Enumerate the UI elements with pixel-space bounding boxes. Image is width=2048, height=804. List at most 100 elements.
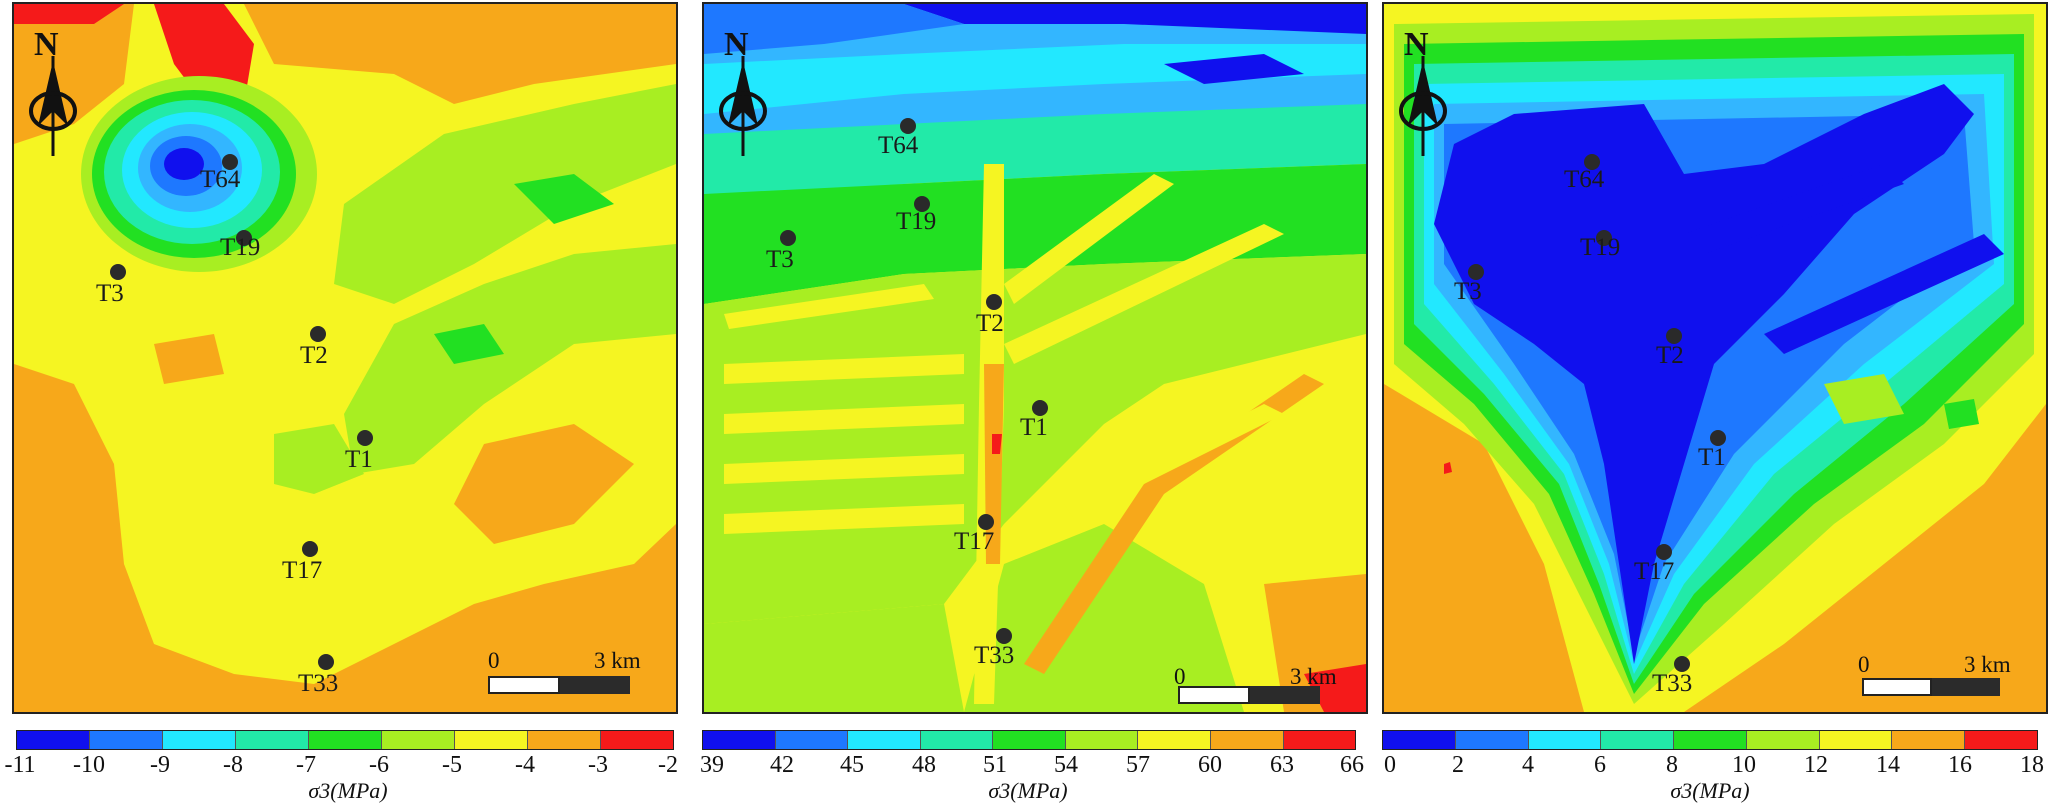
well-dot [1674, 656, 1690, 672]
well-dot [780, 230, 796, 246]
colorbar-tick: 57 [1126, 752, 1150, 778]
well-dot [978, 514, 994, 530]
colorbar-tick: -11 [4, 752, 36, 778]
well-label: T33 [974, 642, 1015, 669]
colorbar-tick: 66 [1340, 752, 1364, 778]
colorbar-tick: 39 [700, 752, 724, 778]
colorbar-tick: 16 [1948, 752, 1972, 778]
well-dot [310, 326, 326, 342]
colorbar-class [1601, 731, 1675, 749]
colorbar-tick: 63 [1270, 752, 1294, 778]
colorbar-class [1455, 731, 1529, 749]
well-dot [357, 430, 373, 446]
colorbar-class [1965, 731, 2038, 749]
colorbar-tick: 4 [1522, 752, 1534, 778]
colorbar-class [1138, 731, 1211, 749]
scale-end-label: 3 km [1964, 652, 2011, 677]
colorbar-class [309, 731, 382, 749]
scale-end-label: 3 km [1290, 664, 1337, 689]
well-label: T3 [1454, 278, 1482, 305]
well-label: T64 [200, 166, 241, 193]
colorbar-class [1383, 731, 1456, 749]
colorbar-tick: 8 [1666, 752, 1678, 778]
colorbar-class [601, 731, 673, 749]
contour-map-2-graphic [704, 4, 1366, 712]
colorbar-title: σ3(MPa) [988, 778, 1068, 803]
well-label: T2 [300, 342, 328, 369]
well-dot [318, 654, 334, 670]
well-label: T2 [1656, 342, 1684, 369]
well-label: T2 [976, 310, 1004, 337]
colorbar-tick: -7 [296, 752, 316, 778]
colorbar-tick: 54 [1054, 752, 1078, 778]
scale-end-label: 3 km [594, 648, 641, 673]
scale-segment-black [560, 676, 630, 694]
colorbar-title: σ3(MPa) [1670, 778, 1750, 803]
contour-map-1-graphic [14, 4, 676, 712]
colorbar-strip [16, 730, 674, 750]
colorbar-class [993, 731, 1066, 749]
well-label: T33 [1652, 670, 1693, 697]
contour-map-3-graphic [1384, 4, 2046, 712]
scale-segment-white [1862, 678, 1932, 696]
well-label: T19 [220, 234, 261, 261]
well-dot [222, 154, 238, 170]
scale-zero-label: 0 [1858, 652, 1870, 677]
colorbar-class [455, 731, 528, 749]
well-label: T64 [878, 132, 919, 159]
well-dot [1710, 430, 1726, 446]
well-label: T33 [298, 670, 339, 697]
colorbar-tick: 14 [1876, 752, 1900, 778]
well-dot [1656, 544, 1672, 560]
well-label: T17 [282, 557, 323, 584]
colorbar-tick: -8 [223, 752, 243, 778]
scale-segment-white [488, 676, 560, 694]
colorbar-tick: 10 [1732, 752, 1756, 778]
colorbar-tick: -9 [150, 752, 170, 778]
colorbar-class [1283, 731, 1356, 749]
well-dot [1468, 264, 1484, 280]
colorbar-tick: -3 [588, 752, 608, 778]
colorbar-tick: 60 [1198, 752, 1222, 778]
well-label: T3 [96, 280, 124, 307]
well-label: T64 [1564, 166, 1605, 193]
contour-map-3: N T64 T19 T3 T2 T1 T [1382, 2, 2048, 714]
well-dot [1584, 154, 1600, 170]
well-label: T19 [1580, 234, 1621, 261]
colorbar-tick: 51 [983, 752, 1007, 778]
well-label: T1 [1020, 414, 1048, 441]
scale-segment-black [1932, 678, 2000, 696]
colorbar-tick: 6 [1594, 752, 1606, 778]
well-dot [1666, 328, 1682, 344]
colorbar-tick: 45 [840, 752, 864, 778]
colorbar-class [775, 731, 849, 749]
scale-zero-label: 0 [488, 648, 500, 673]
well-dot [1596, 230, 1612, 246]
well-dot [302, 541, 318, 557]
colorbar-class [1674, 731, 1747, 749]
colorbar-tick: -10 [73, 752, 105, 778]
well-dot [1032, 400, 1048, 416]
colorbar-class [1065, 731, 1139, 749]
well-label: T1 [345, 446, 373, 473]
well-dot [986, 294, 1002, 310]
north-arrow-icon [29, 56, 77, 156]
colorbar-strip [702, 730, 1356, 750]
colorbar-class [1210, 731, 1284, 749]
well-label: T19 [896, 208, 937, 235]
colorbar-tick: 42 [770, 752, 794, 778]
well-dot [900, 118, 916, 134]
colorbar-class [163, 731, 236, 749]
colorbar-class [920, 731, 994, 749]
colorbar-class [1746, 731, 1820, 749]
well-label: T17 [954, 528, 995, 555]
scale-segment-white [1178, 686, 1250, 704]
well-label: T3 [766, 246, 794, 273]
well-dot [914, 196, 930, 212]
well-dot [236, 230, 252, 246]
colorbar-class [1892, 731, 1966, 749]
colorbar-tick: -2 [658, 752, 678, 778]
contour-map-2: N T64 T19 T3 T2 T1 T [702, 2, 1368, 714]
colorbar-tick: 0 [1384, 752, 1396, 778]
north-arrow-icon [719, 56, 767, 156]
